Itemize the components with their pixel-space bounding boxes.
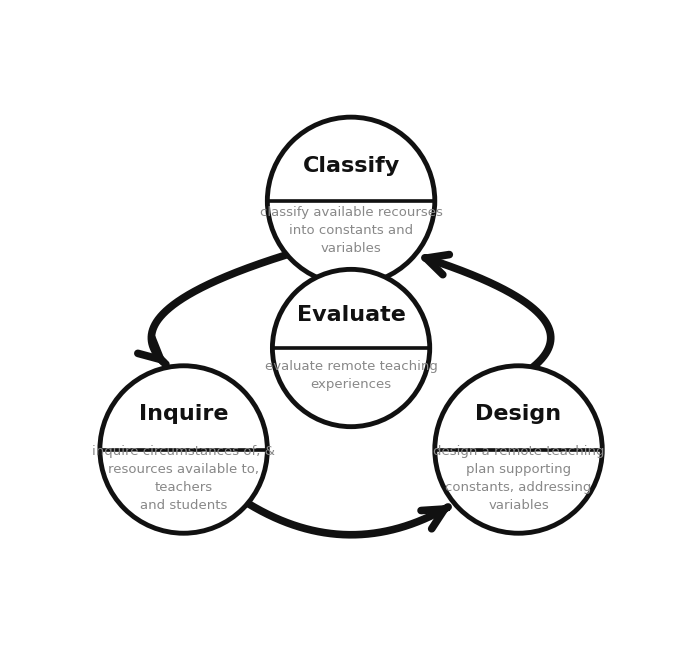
Text: Inquire: Inquire: [139, 405, 228, 424]
Text: Classify: Classify: [303, 156, 399, 176]
Circle shape: [267, 117, 435, 285]
Text: Design: Design: [475, 405, 562, 424]
Text: Evaluate: Evaluate: [297, 305, 406, 325]
Text: classify available recourses
into constants and
variables: classify available recourses into consta…: [260, 206, 443, 254]
Text: design a remote teaching
plan supporting
constants, addressing
variables: design a remote teaching plan supporting…: [433, 445, 604, 512]
Text: evaluate remote teaching
experiences: evaluate remote teaching experiences: [264, 360, 438, 391]
Text: inquire circumstances of, &
resources available to,
teachers
and students: inquire circumstances of, & resources av…: [92, 445, 275, 512]
Circle shape: [273, 270, 429, 426]
Circle shape: [100, 366, 267, 533]
Circle shape: [435, 366, 602, 533]
